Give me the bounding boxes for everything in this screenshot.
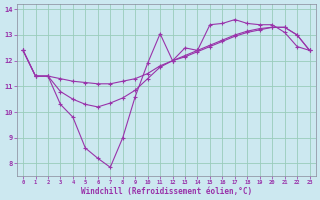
X-axis label: Windchill (Refroidissement éolien,°C): Windchill (Refroidissement éolien,°C) [81,187,252,196]
